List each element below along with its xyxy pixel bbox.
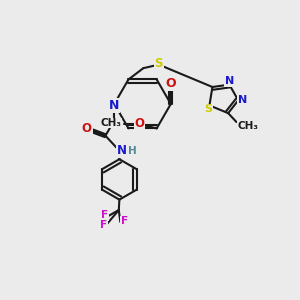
Text: F: F <box>101 210 108 220</box>
Text: F: F <box>121 216 128 226</box>
Text: S: S <box>204 104 212 114</box>
Text: N: N <box>238 95 247 105</box>
Text: S: S <box>154 57 163 70</box>
Text: N: N <box>225 76 234 86</box>
Text: N: N <box>117 144 127 157</box>
Text: CH₃: CH₃ <box>238 121 259 130</box>
Text: CH₃: CH₃ <box>100 118 122 128</box>
Text: O: O <box>166 77 176 90</box>
Text: O: O <box>82 122 92 134</box>
Text: H: H <box>128 146 137 157</box>
Text: N: N <box>109 99 119 112</box>
Text: F: F <box>100 220 107 230</box>
Text: O: O <box>134 116 144 130</box>
